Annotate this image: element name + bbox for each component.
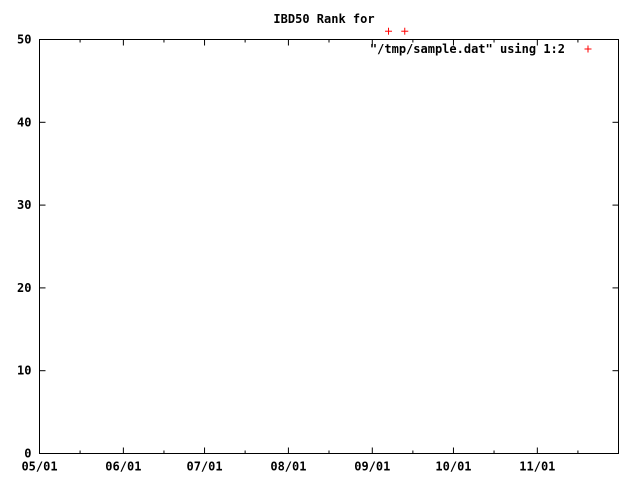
legend-marker: [584, 45, 592, 53]
data-point: [401, 27, 409, 35]
chart-title: IBD50 Rank for: [273, 12, 374, 26]
y-tick-label: 30: [17, 198, 31, 212]
data-points: [385, 27, 409, 35]
x-tick-label: 11/01: [519, 460, 555, 474]
plot-frame: [39, 39, 619, 454]
x-tick-label: 05/01: [21, 460, 57, 474]
x-tick-label: 09/01: [354, 460, 390, 474]
legend: "/tmp/sample.dat" using 1:2: [370, 42, 592, 56]
legend-label: "/tmp/sample.dat" using 1:2: [370, 42, 565, 56]
data-point: [385, 27, 393, 35]
x-tick-label: 07/01: [186, 460, 222, 474]
y-tick-label: 20: [17, 281, 31, 295]
x-axis: 05/01 06/01 07/01 08/01 09/01 10/01 11/01: [21, 39, 579, 474]
y-tick-label: 40: [17, 115, 31, 129]
y-axis: 0 10 20 30 40 50: [17, 33, 619, 461]
y-tick-label: 50: [17, 33, 31, 47]
x-tick-label: 10/01: [435, 460, 471, 474]
x-tick-label: 08/01: [270, 460, 306, 474]
y-tick-label: 10: [17, 364, 31, 378]
y-tick-label: 0: [24, 447, 31, 461]
legend-marker-plus: [584, 45, 592, 53]
x-tick-label: 06/01: [105, 460, 141, 474]
